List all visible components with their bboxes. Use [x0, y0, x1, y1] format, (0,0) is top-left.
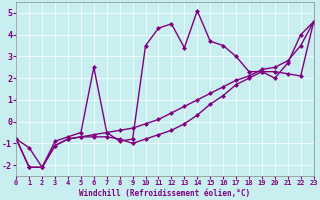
- X-axis label: Windchill (Refroidissement éolien,°C): Windchill (Refroidissement éolien,°C): [79, 189, 251, 198]
